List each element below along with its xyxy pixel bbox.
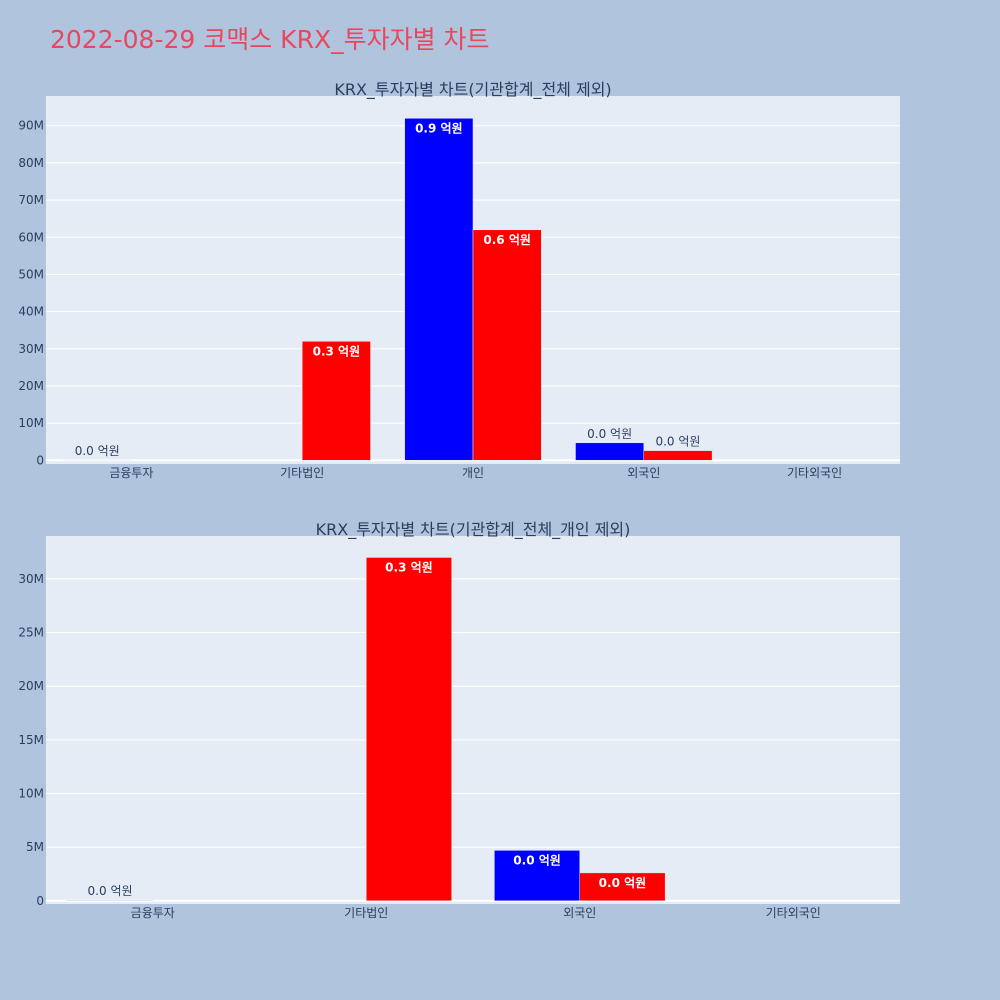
y-tick-label-top: 0 xyxy=(36,453,44,467)
bar-label-top-s0-3: 0.0 억원 xyxy=(587,427,632,441)
y-tick-label-bottom: 25M xyxy=(18,626,44,640)
x-tick-label-top: 기타법인 xyxy=(280,466,324,480)
y-tick-label-bottom: 5M xyxy=(26,840,44,854)
y-tick-label-top: 10M xyxy=(18,416,44,430)
y-tick-label-bottom: 20M xyxy=(18,679,44,693)
y-tick-label-bottom: 15M xyxy=(18,733,44,747)
bar-label-top-s1-3: 0.0 억원 xyxy=(655,435,700,449)
x-tick-label-bottom: 기타법인 xyxy=(344,906,388,920)
bar-top-s1-3 xyxy=(643,450,713,461)
subplot-title-bottom: KRX_투자자별 차트(기관합계_전체_개인 제외) xyxy=(316,520,631,540)
bar-top-s1-2 xyxy=(472,229,542,461)
y-tick-label-top: 30M xyxy=(18,342,44,356)
bars-bottom: 0.0 억원 0.0 억원 0.3 억원 0.0 억원 xyxy=(67,557,666,902)
bar-label-top-s0-0: 0.0 억원 xyxy=(75,444,120,458)
subplot-title-top: KRX_투자자별 차트(기관합계_전체 제외) xyxy=(334,80,611,100)
y-tick-label-top: 70M xyxy=(18,193,44,207)
bar-label-top-s0-2: 0.9 억원 xyxy=(415,121,463,135)
y-tick-label-top: 50M xyxy=(18,267,44,281)
bar-label-bottom-s1-2: 0.0 억원 xyxy=(599,876,647,890)
main-title: 2022-08-29 코맥스 KRX_투자자별 차트 xyxy=(50,25,490,54)
x-tick-label-top: 개인 xyxy=(462,466,484,480)
y-tick-label-top: 40M xyxy=(18,305,44,319)
x-tick-label-bottom: 외국인 xyxy=(563,906,596,920)
y-tick-label-bottom: 0 xyxy=(36,894,44,908)
bar-label-top-s1-2: 0.6 억원 xyxy=(483,233,531,247)
bar-bottom-s0-2 xyxy=(494,850,581,902)
bars-top: 0.0 억원 0.9 억원 0.0 억원 0.3 억원 0.6 억원 0.0 억원 xyxy=(62,118,713,461)
bar-top-s1-1 xyxy=(301,341,371,461)
y-tick-label-top: 60M xyxy=(18,230,44,244)
bar-bottom-s1-1 xyxy=(366,557,452,902)
y-tick-label-top: 90M xyxy=(18,119,44,133)
y-tick-label-top: 20M xyxy=(18,379,44,393)
ticks-top: 0 10M 20M 30M 40M 50M 60M 70M 80M 90M 금융투자 기타법인 개인 외국… xyxy=(18,119,842,480)
x-tick-label-top: 금융투자 xyxy=(109,466,153,480)
bar-bottom-s1-2 xyxy=(579,872,666,902)
ticks-bottom: 0 5M 10M 15M 20M 25M 30M 금융투자 기타법인 외국인 기타외국인 xyxy=(18,572,820,920)
bar-bottom-s0-0 xyxy=(67,899,153,902)
x-tick-label-top: 외국인 xyxy=(627,466,660,480)
y-tick-label-bottom: 10M xyxy=(18,786,44,800)
bar-label-bottom-s1-1: 0.3 억원 xyxy=(385,560,433,574)
bar-label-bottom-s0-2: 0.0 억원 xyxy=(513,853,561,867)
bar-label-bottom-s0-0: 0.0 억원 xyxy=(88,884,133,898)
x-tick-label-top: 기타외국인 xyxy=(787,466,842,480)
plot-area-bottom xyxy=(46,536,900,904)
x-tick-label-bottom: 기타외국인 xyxy=(766,906,821,920)
y-tick-label-bottom: 30M xyxy=(18,572,44,586)
bar-label-top-s1-1: 0.3 억원 xyxy=(313,344,361,358)
x-tick-label-bottom: 금융투자 xyxy=(131,906,175,920)
grid-bottom xyxy=(46,578,900,902)
y-tick-label-top: 80M xyxy=(18,156,44,170)
